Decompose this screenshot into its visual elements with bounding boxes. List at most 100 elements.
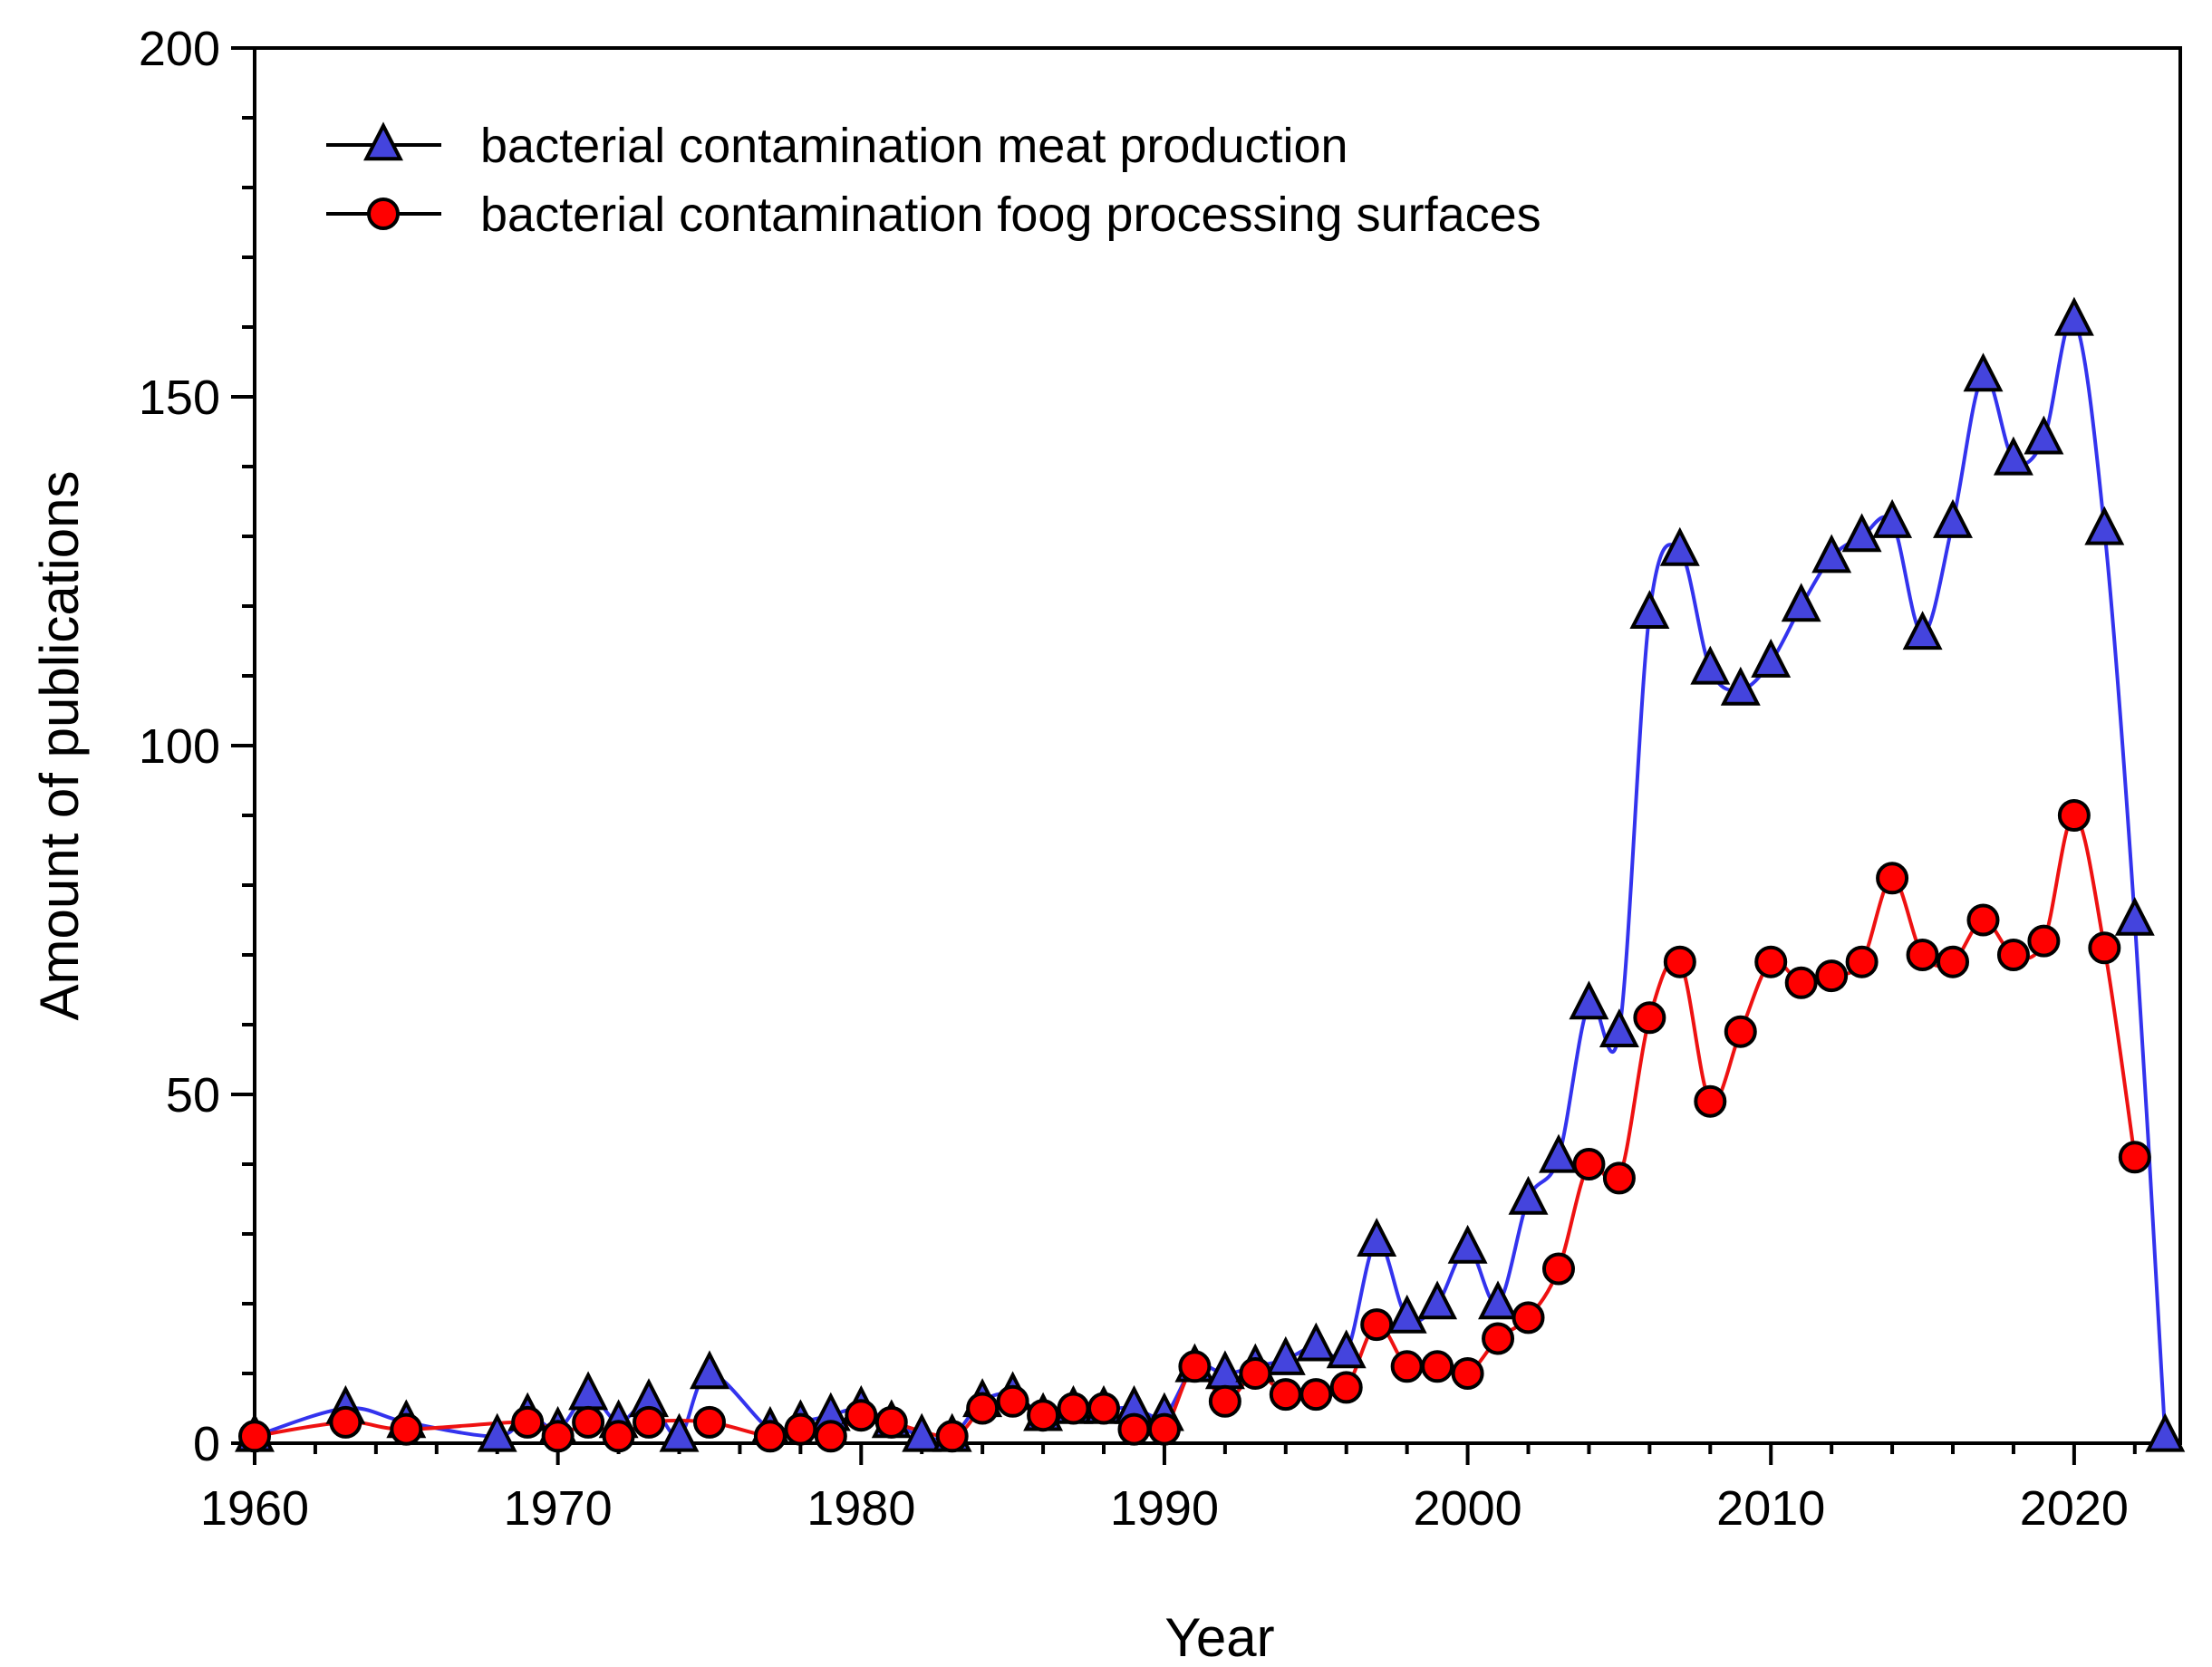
data-point-series-2	[2118, 1141, 2151, 1174]
legend: bacterial contamination meat production b…	[326, 119, 1541, 242]
data-point-series-2	[1239, 1357, 1272, 1390]
legend-label: bacterial contamination foog processing …	[480, 188, 1541, 242]
data-point-series-1	[1265, 1335, 1306, 1375]
data-point-series-1	[1751, 638, 1792, 678]
data-point-series-2	[1057, 1392, 1090, 1425]
data-point-series-1	[1902, 611, 1943, 650]
data-point-series-1	[1811, 534, 1852, 573]
data-point-series-2	[633, 1405, 666, 1439]
x-tick-label: 1990	[1110, 1481, 1219, 1536]
data-point-series-2	[1937, 945, 1970, 978]
data-point-series-1	[2084, 506, 2125, 545]
data-point-series-1	[1569, 980, 1609, 1020]
data-point-series-2	[1724, 1015, 1757, 1048]
data-point-series-2	[1027, 1399, 1060, 1432]
y-tick-label: 0	[193, 1417, 220, 1471]
data-point-series-2	[1360, 1308, 1394, 1342]
data-point-series-2	[1208, 1384, 1241, 1418]
legend-marker	[367, 198, 400, 230]
data-point-series-2	[1663, 945, 1696, 978]
x-tick-label: 2000	[1414, 1481, 1522, 1536]
data-point-series-2	[1329, 1371, 1363, 1404]
data-point-series-1	[1447, 1224, 1488, 1264]
y-tick-label: 200	[139, 22, 220, 76]
data-point-series-1	[1720, 666, 1761, 706]
data-point-series-2	[1147, 1412, 1181, 1446]
data-point-series-1	[1841, 513, 1882, 553]
legend-label: bacterial contamination meat production	[480, 119, 1348, 173]
data-point-series-1	[1963, 352, 2004, 392]
data-point-series-1	[1326, 1329, 1367, 1369]
data-point-series-2	[1694, 1084, 1727, 1118]
data-point-series-1	[659, 1412, 700, 1452]
data-point-series-1	[1508, 1175, 1549, 1215]
data-point-series-2	[1482, 1322, 1515, 1355]
legend-marker	[363, 121, 403, 161]
x-tick-label: 2010	[1716, 1481, 1825, 1536]
data-point-series-2	[1087, 1392, 1121, 1425]
data-point-series-1	[1386, 1294, 1427, 1334]
x-tick-label: 2020	[2020, 1481, 2129, 1536]
data-point-series-2	[572, 1405, 605, 1439]
data-point-series-2	[1299, 1378, 1333, 1412]
data-point-series-2	[1754, 945, 1788, 978]
data-point-series-2	[602, 1420, 635, 1453]
data-point-series-2	[2027, 924, 2061, 958]
data-point-series-2	[390, 1412, 423, 1446]
data-point-series-1	[1993, 436, 2033, 476]
data-point-series-2	[1633, 1001, 1666, 1035]
x-tick-label: 1970	[504, 1481, 613, 1536]
data-point-series-1	[568, 1371, 609, 1411]
y-tick-label: 50	[166, 1068, 220, 1123]
data-point-series-2	[2057, 799, 2091, 832]
data-point-series-2	[1845, 945, 1879, 978]
data-point-series-2	[814, 1420, 847, 1453]
x-tick-label: 1980	[807, 1481, 915, 1536]
data-point-series-2	[784, 1412, 817, 1446]
data-point-series-2	[511, 1405, 545, 1439]
data-point-series-2	[996, 1384, 1029, 1418]
data-point-series-1	[2024, 415, 2064, 455]
data-point-series-2	[1602, 1161, 1636, 1195]
data-point-series-2	[935, 1420, 969, 1453]
data-point-series-2	[845, 1399, 878, 1432]
data-point-series-2	[1512, 1301, 1545, 1335]
x-tick-label: 1960	[200, 1481, 309, 1536]
data-point-series-1	[902, 1412, 942, 1452]
data-point-series-2	[1269, 1378, 1302, 1412]
data-point-series-2	[1784, 966, 1818, 999]
data-point-series-1	[1659, 526, 1700, 566]
data-point-series-2	[541, 1420, 575, 1453]
plot-frame	[253, 46, 2182, 1445]
data-point-series-1	[2114, 896, 2155, 936]
data-point-series-2	[1421, 1350, 1454, 1383]
data-point-series-2	[238, 1420, 271, 1453]
data-point-series-2	[1815, 959, 1849, 993]
series-markers	[235, 296, 2186, 1453]
axes: 1960 1970 1980 1990 2000 2010 2020 0 50 100 150 200	[139, 22, 2137, 1536]
data-point-series-1	[1478, 1280, 1518, 1320]
data-point-series-1	[690, 1350, 729, 1390]
y-tick-label: 150	[139, 371, 220, 425]
y-tick-label: 100	[139, 719, 220, 774]
data-point-series-2	[966, 1392, 1000, 1425]
data-point-series-2	[692, 1405, 726, 1439]
data-point-series-1	[1296, 1322, 1337, 1362]
data-point-series-1	[1417, 1280, 1458, 1320]
data-point-series-2	[1541, 1252, 1575, 1286]
data-point-series-1	[1357, 1218, 1397, 1257]
data-point-series-1	[1599, 1008, 1639, 1047]
data-point-series-2	[1178, 1350, 1212, 1383]
data-point-series-2	[2088, 931, 2121, 965]
data-point-series-1	[1690, 645, 1731, 685]
data-point-series-2	[1996, 939, 2030, 971]
data-point-series-2	[329, 1405, 362, 1439]
data-point-series-2	[1451, 1357, 1484, 1390]
data-point-series-1	[1933, 498, 1973, 538]
data-point-series-2	[1906, 939, 1939, 971]
data-point-series-1	[2053, 296, 2094, 336]
data-point-series-2	[1876, 862, 1909, 895]
data-point-series-2	[874, 1405, 908, 1439]
data-point-series-1	[1781, 583, 1821, 622]
